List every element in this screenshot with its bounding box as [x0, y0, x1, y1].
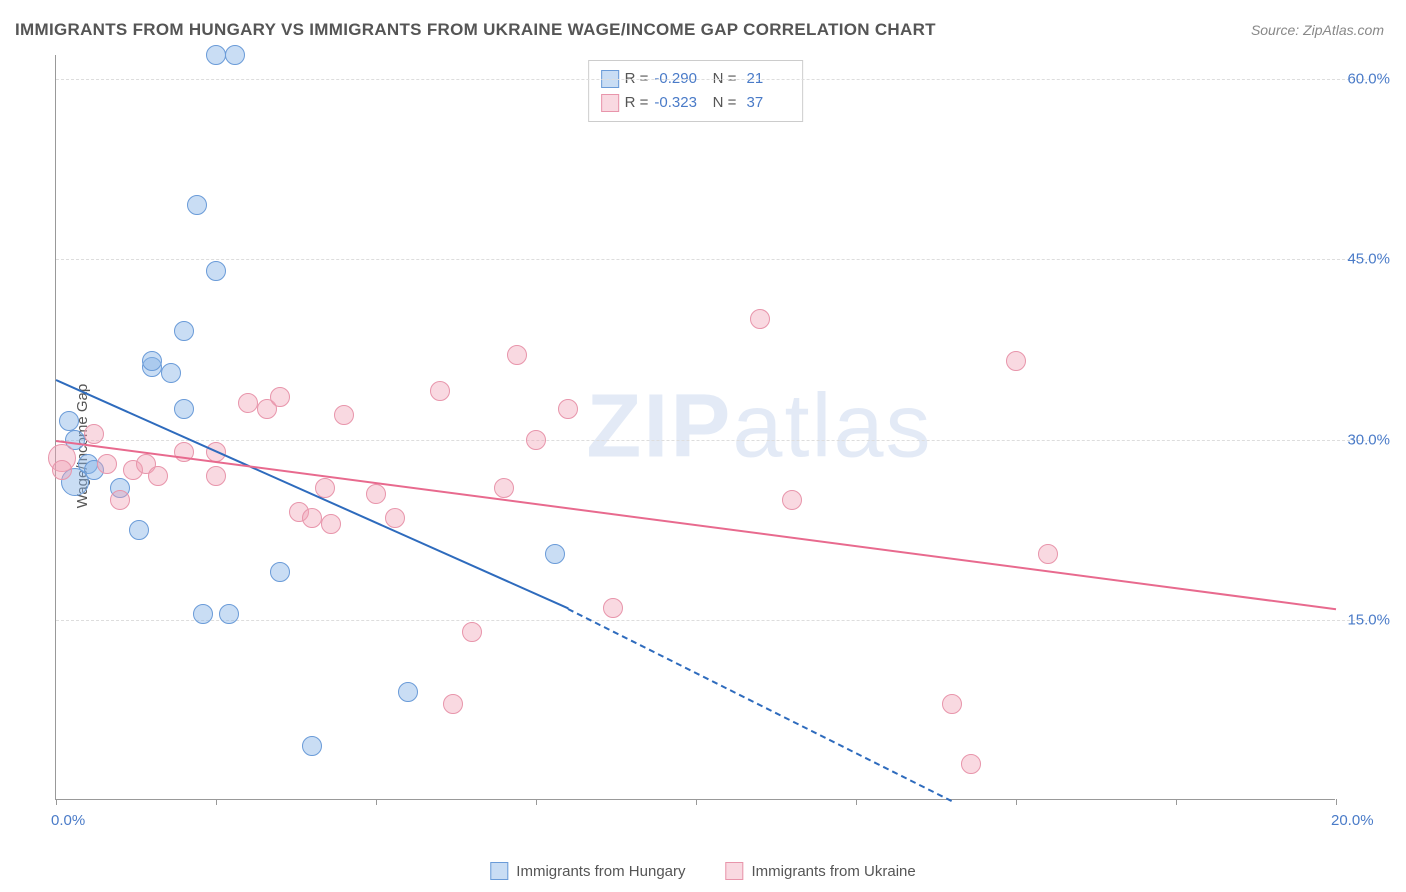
data-point	[161, 363, 181, 383]
correlation-legend-row: R =-0.323 N = 37	[601, 91, 791, 115]
data-point	[558, 399, 578, 419]
data-point	[225, 45, 245, 65]
x-tick-label: 20.0%	[1331, 812, 1374, 829]
x-tick	[696, 799, 697, 805]
x-tick	[1336, 799, 1337, 805]
x-tick	[376, 799, 377, 805]
series-legend-label: Immigrants from Ukraine	[752, 863, 916, 880]
x-tick	[1176, 799, 1177, 805]
gridline	[56, 620, 1370, 621]
x-tick	[56, 799, 57, 805]
y-tick-label: 60.0%	[1347, 71, 1390, 88]
data-point	[270, 562, 290, 582]
y-tick-label: 45.0%	[1347, 251, 1390, 268]
data-point	[462, 622, 482, 642]
data-point	[270, 387, 290, 407]
legend-swatch	[726, 862, 744, 880]
data-point	[219, 604, 239, 624]
watermark: ZIPatlas	[586, 376, 932, 479]
legend-swatch	[601, 94, 619, 112]
data-point	[206, 45, 226, 65]
data-point	[443, 694, 463, 714]
data-point	[174, 321, 194, 341]
chart-container: IMMIGRANTS FROM HUNGARY VS IMMIGRANTS FR…	[0, 0, 1406, 892]
x-tick	[1016, 799, 1017, 805]
x-tick	[856, 799, 857, 805]
data-point	[321, 514, 341, 534]
data-point	[398, 682, 418, 702]
data-point	[526, 430, 546, 450]
data-point	[302, 508, 322, 528]
data-point	[1006, 351, 1026, 371]
data-point	[193, 604, 213, 624]
data-point	[206, 466, 226, 486]
data-point	[84, 424, 104, 444]
data-point	[334, 405, 354, 425]
trend-line-extrapolated	[568, 608, 953, 802]
data-point	[97, 454, 117, 474]
data-point	[782, 490, 802, 510]
legend-n-label: N =	[708, 91, 736, 115]
data-point	[494, 478, 514, 498]
series-legend: Immigrants from Hungary Immigrants from U…	[490, 862, 915, 880]
trend-line	[56, 380, 569, 610]
data-point	[238, 393, 258, 413]
series-legend-item: Immigrants from Hungary	[490, 862, 685, 880]
y-tick-label: 15.0%	[1347, 611, 1390, 628]
data-point	[750, 309, 770, 329]
data-point	[430, 381, 450, 401]
gridline	[56, 440, 1370, 441]
gridline	[56, 259, 1370, 260]
data-point	[603, 598, 623, 618]
data-point	[174, 399, 194, 419]
series-legend-label: Immigrants from Hungary	[516, 863, 685, 880]
source-attribution: Source: ZipAtlas.com	[1251, 22, 1384, 38]
legend-n-value: 37	[742, 91, 790, 115]
data-point	[545, 544, 565, 564]
x-tick	[536, 799, 537, 805]
data-point	[385, 508, 405, 528]
series-legend-item: Immigrants from Ukraine	[726, 862, 916, 880]
data-point	[148, 466, 168, 486]
y-tick-label: 30.0%	[1347, 431, 1390, 448]
data-point	[206, 261, 226, 281]
data-point	[942, 694, 962, 714]
legend-swatch	[490, 862, 508, 880]
data-point	[315, 478, 335, 498]
data-point	[507, 345, 527, 365]
gridline	[56, 79, 1370, 80]
data-point	[59, 411, 79, 431]
data-point	[52, 460, 72, 480]
watermark-rest: atlas	[732, 377, 932, 477]
x-tick	[216, 799, 217, 805]
legend-r-label: R =	[625, 91, 649, 115]
correlation-legend: R =-0.290 N = 21R =-0.323 N = 37	[588, 60, 804, 122]
watermark-bold: ZIP	[586, 377, 732, 477]
plot-area: ZIPatlas R =-0.290 N = 21R =-0.323 N = 3…	[55, 55, 1335, 800]
chart-title: IMMIGRANTS FROM HUNGARY VS IMMIGRANTS FR…	[15, 20, 936, 40]
data-point	[961, 754, 981, 774]
data-point	[142, 351, 162, 371]
data-point	[1038, 544, 1058, 564]
x-tick-label: 0.0%	[51, 812, 85, 829]
data-point	[110, 490, 130, 510]
data-point	[366, 484, 386, 504]
data-point	[187, 195, 207, 215]
trend-line	[56, 440, 1336, 610]
legend-r-value: -0.323	[654, 91, 702, 115]
data-point	[302, 736, 322, 756]
data-point	[129, 520, 149, 540]
